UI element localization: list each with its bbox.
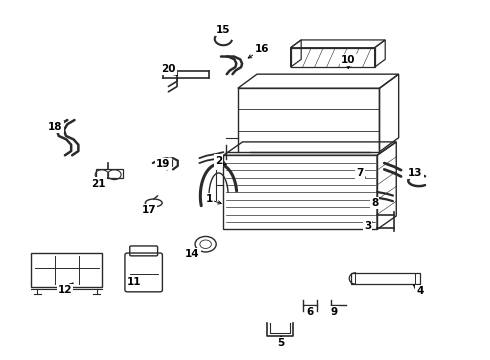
Text: 19: 19: [156, 159, 171, 169]
Text: 4: 4: [416, 286, 424, 296]
Text: 14: 14: [185, 249, 199, 259]
Text: 10: 10: [341, 55, 355, 65]
Text: 13: 13: [408, 168, 423, 178]
Text: 16: 16: [255, 45, 269, 54]
Text: 17: 17: [142, 205, 156, 215]
Text: 15: 15: [216, 25, 231, 35]
Text: 12: 12: [58, 285, 72, 295]
Text: 7: 7: [357, 168, 364, 178]
Text: 8: 8: [371, 198, 378, 208]
Text: 9: 9: [330, 307, 338, 317]
Text: 1: 1: [205, 194, 213, 204]
Text: 3: 3: [364, 221, 371, 231]
Text: 18: 18: [48, 122, 63, 132]
Text: 5: 5: [277, 338, 285, 348]
Text: 21: 21: [91, 179, 106, 189]
Text: 11: 11: [127, 277, 142, 287]
Text: 6: 6: [306, 307, 314, 317]
Text: 2: 2: [215, 156, 222, 166]
Text: 20: 20: [161, 64, 175, 74]
